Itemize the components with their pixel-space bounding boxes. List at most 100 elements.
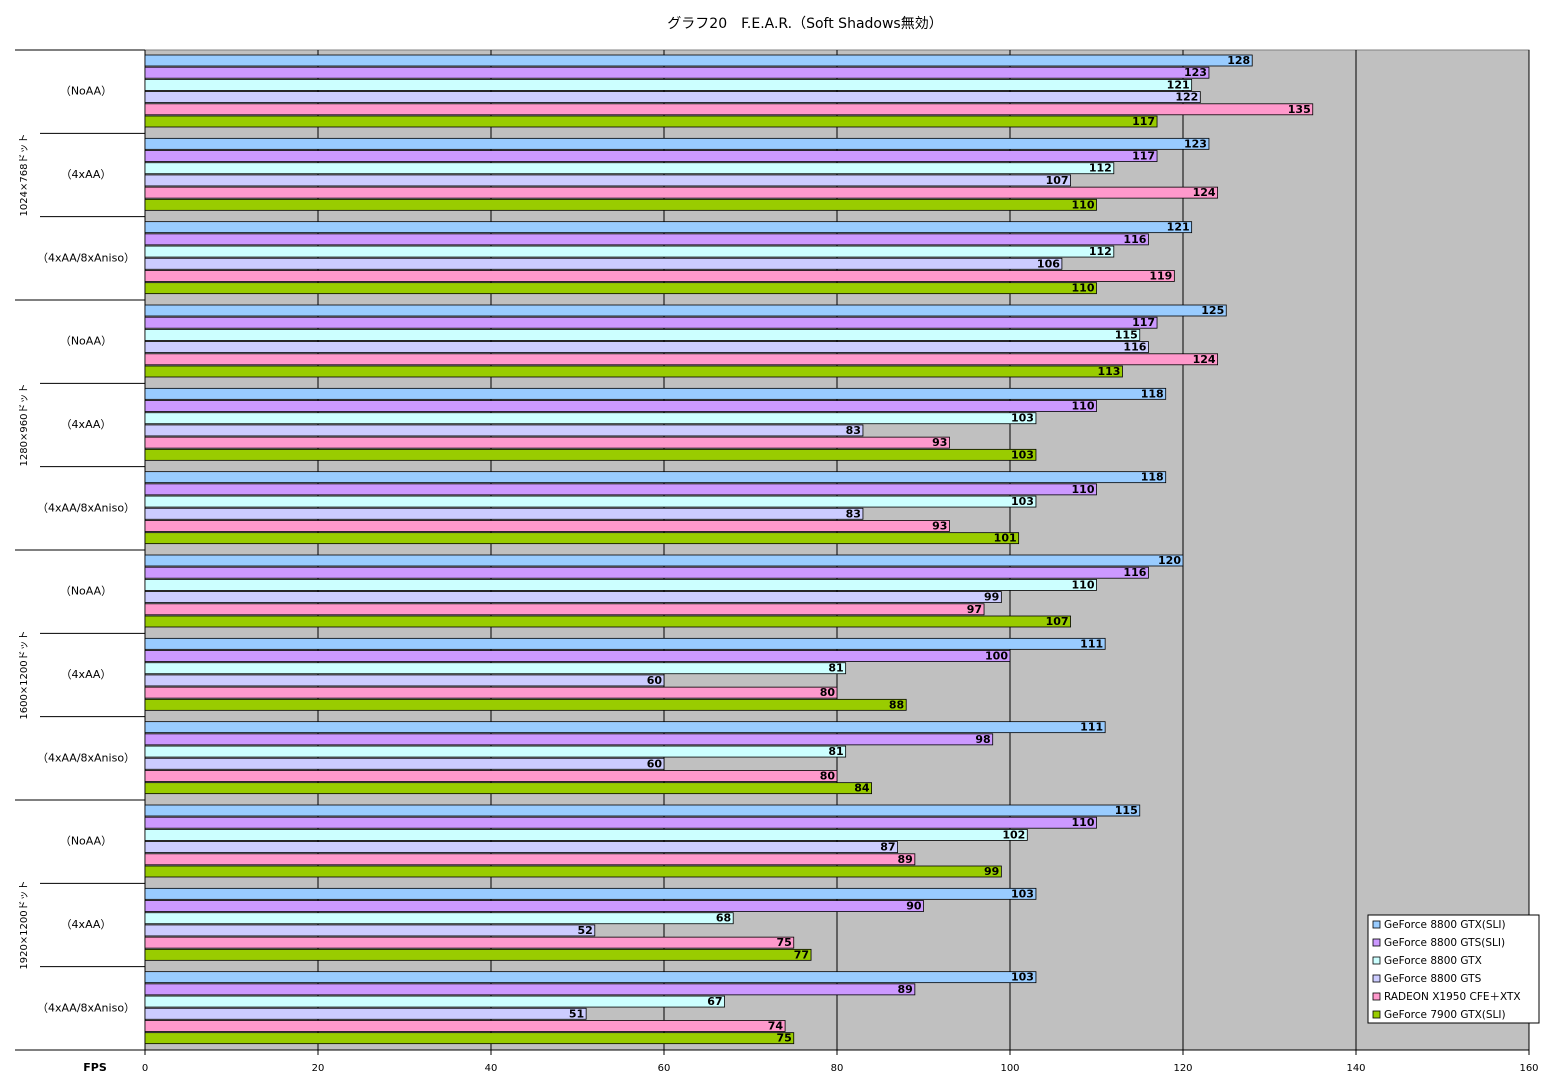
x-axis-label: FPS: [83, 1061, 107, 1074]
bar: [144, 483, 1097, 496]
value-label: 121: [1167, 221, 1190, 234]
legend-label: GeForce 8800 GTX: [1384, 955, 1482, 967]
bar: [144, 115, 1158, 128]
category-label: （4xAA/8xAniso）: [37, 501, 135, 514]
x-tick-label: 140: [1346, 1063, 1365, 1074]
legend: GeForce 8800 GTX(SLI) GeForce 8800 GTS(SL…: [1367, 914, 1540, 1024]
bar: [144, 353, 1218, 366]
value-label: 52: [577, 924, 592, 937]
bar: [144, 257, 1063, 270]
bar: [144, 853, 916, 866]
bar: [144, 304, 1227, 317]
bar: [144, 66, 1210, 79]
bar: [144, 615, 1071, 628]
bar: [144, 436, 950, 449]
bar: [144, 507, 864, 520]
value-label: 103: [1011, 448, 1034, 461]
bar: [144, 745, 847, 758]
value-label: 117: [1132, 150, 1155, 163]
legend-swatch: [1372, 938, 1381, 947]
bar: [144, 245, 1115, 258]
bar: [144, 900, 924, 912]
legend-label: GeForce 7900 GTX(SLI): [1384, 1009, 1506, 1021]
value-label: 99: [984, 591, 999, 604]
value-label: 81: [828, 662, 843, 675]
bar: [144, 566, 1149, 579]
value-label: 74: [768, 1019, 784, 1032]
value-label: 90: [906, 900, 922, 913]
group-label: 1600×1200ドット: [19, 630, 30, 719]
x-tick-label: 0: [142, 1063, 148, 1074]
bar: [144, 186, 1218, 199]
value-label: 103: [1011, 887, 1034, 900]
value-label: 116: [1123, 566, 1146, 579]
bar: [144, 532, 1020, 545]
category-label: （NoAA）: [60, 585, 112, 598]
value-label: 124: [1193, 186, 1216, 199]
bar: [144, 579, 1097, 591]
value-label: 93: [932, 519, 947, 532]
x-tick-label: 60: [658, 1063, 671, 1074]
bar: [144, 1007, 587, 1020]
bar: [144, 270, 1175, 282]
bar: [144, 316, 1158, 329]
x-tick-label: 120: [1173, 1063, 1192, 1074]
bar: [144, 174, 1071, 187]
value-label: 110: [1072, 578, 1095, 591]
bar: [144, 221, 1193, 234]
bar: [144, 54, 1253, 67]
value-label: 67: [707, 995, 722, 1008]
bar: [144, 865, 1002, 878]
legend-label: GeForce 8800 GTS: [1384, 973, 1482, 985]
value-label: 110: [1072, 816, 1095, 829]
bar: [144, 637, 1106, 650]
category-label: （4xAA）: [61, 418, 112, 431]
bar: [144, 412, 1037, 425]
value-label: 83: [846, 507, 861, 520]
value-label: 118: [1141, 387, 1164, 400]
value-label: 89: [898, 983, 913, 996]
value-label: 121: [1167, 78, 1190, 91]
legend-swatch: [1372, 974, 1381, 983]
value-label: 117: [1132, 115, 1155, 128]
value-label: 102: [1002, 828, 1025, 841]
legend-box: [1367, 914, 1540, 1024]
value-label: 98: [975, 733, 990, 746]
value-label: 107: [1046, 174, 1069, 187]
legend-label: GeForce 8800 GTX(SLI): [1384, 919, 1506, 931]
bar: [144, 912, 734, 925]
value-label: 89: [898, 853, 913, 866]
bar: [144, 554, 1184, 567]
x-tick-label: 20: [312, 1063, 325, 1074]
value-label: 103: [1011, 495, 1034, 508]
bar: [144, 471, 1167, 484]
group-label: 1024×768ドット: [19, 134, 30, 217]
bar: [144, 829, 1028, 841]
category-label: （4xAA）: [61, 918, 112, 931]
value-label: 103: [1011, 971, 1034, 984]
bar: [144, 841, 898, 853]
x-tick-label: 80: [831, 1063, 844, 1074]
value-label: 75: [776, 936, 791, 949]
value-label: 123: [1184, 137, 1207, 150]
category-label: （NoAA）: [60, 835, 112, 848]
bar: [144, 770, 838, 782]
bar: [144, 698, 907, 711]
bar: [144, 887, 1037, 900]
bar: [144, 162, 1115, 175]
bar: [144, 520, 950, 532]
value-label: 117: [1132, 316, 1155, 329]
chart-title: グラフ20 F.E.A.R.（Soft Shadows無効）: [667, 16, 942, 32]
legend-swatch: [1372, 920, 1381, 929]
value-label: 110: [1072, 282, 1095, 295]
bar: [144, 400, 1097, 412]
category-label: （4xAA/8xAniso）: [37, 1001, 135, 1014]
value-label: 100: [985, 650, 1008, 663]
value-label: 60: [647, 674, 663, 687]
bar: [144, 591, 1002, 603]
x-tick-label: 40: [485, 1063, 498, 1074]
value-label: 83: [846, 424, 861, 437]
bar: [144, 387, 1167, 400]
value-label: 88: [889, 698, 904, 711]
x-tick-label: 100: [1000, 1063, 1019, 1074]
